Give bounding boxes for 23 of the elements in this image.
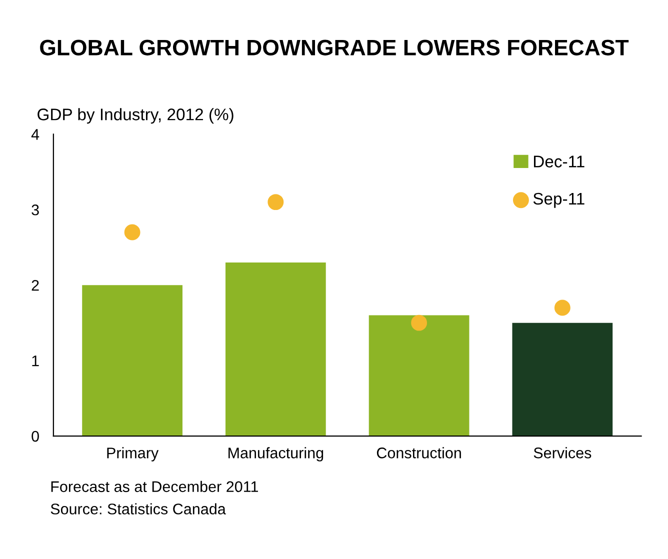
x-tick-label: Services bbox=[534, 447, 592, 458]
point bbox=[554, 300, 570, 316]
x-tick-label: Primary bbox=[107, 447, 159, 462]
source-note: Source: Statistics Canada bbox=[50, 503, 226, 514]
y-tick-label: 4 bbox=[31, 129, 40, 140]
bar bbox=[82, 285, 182, 436]
bar bbox=[225, 262, 326, 436]
bar bbox=[368, 315, 470, 436]
x-tick-label: Construction bbox=[376, 447, 461, 458]
y-tick-label: 1 bbox=[32, 356, 39, 366]
text: Forecast as at December 2011 bbox=[51, 480, 258, 492]
y-axis-title: GDP by Industry, 2012 (%) bbox=[38, 108, 234, 124]
point bbox=[411, 314, 428, 331]
y-tick-label: 3 bbox=[32, 204, 39, 216]
point bbox=[268, 194, 284, 210]
y-tick-label: 0 bbox=[32, 430, 39, 442]
y-tick-label: 2 bbox=[32, 280, 39, 291]
chart-title: GLOBAL GROWTH DOWNGRADE LOWERS FORECAST bbox=[40, 40, 629, 56]
point bbox=[124, 224, 140, 240]
bar bbox=[512, 322, 613, 436]
legend-label: Dec-11 bbox=[534, 156, 584, 168]
x-tick-label: Manufacturing bbox=[228, 447, 324, 462]
legend-label: Sep-11 bbox=[533, 192, 584, 208]
